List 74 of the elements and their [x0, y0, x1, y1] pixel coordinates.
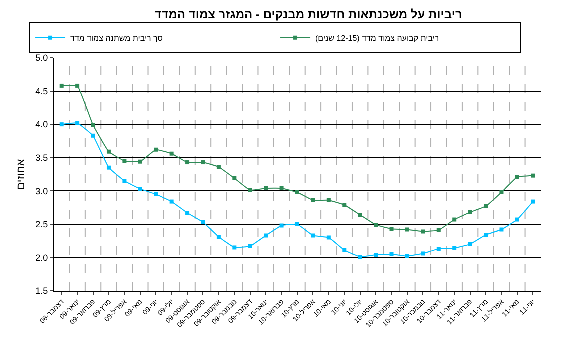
point — [76, 84, 80, 88]
point — [500, 228, 504, 232]
point — [170, 152, 174, 156]
chart-title: ריביות על משכנתאות חדשות מבנקים - המגזר צמוד המדד — [154, 8, 462, 22]
y-tick-label: 5.0 — [36, 53, 48, 64]
point — [531, 174, 536, 178]
point — [138, 160, 142, 164]
point — [232, 176, 237, 180]
point — [436, 247, 441, 252]
point — [342, 248, 347, 252]
point — [468, 242, 472, 246]
point — [170, 200, 174, 204]
point — [326, 236, 331, 240]
point — [452, 218, 457, 222]
legend-label: ריבית קבועה צמוד מדד (12-15 שנים) — [316, 34, 440, 43]
point — [154, 192, 158, 196]
point — [264, 234, 268, 238]
point — [76, 121, 80, 126]
y-tick-label: 2.0 — [36, 252, 48, 263]
point — [421, 230, 426, 234]
point — [405, 254, 410, 258]
point — [138, 187, 142, 192]
y-tick-label: 4.5 — [36, 86, 48, 96]
point — [311, 234, 316, 238]
point — [186, 160, 190, 165]
point — [122, 179, 127, 184]
point — [390, 252, 394, 256]
point — [452, 246, 457, 250]
point — [106, 166, 111, 170]
point — [500, 190, 504, 194]
y-axis-title: אחוזים — [15, 159, 28, 190]
point — [280, 186, 284, 190]
point — [91, 123, 96, 128]
point — [60, 84, 64, 88]
point — [436, 228, 441, 232]
point — [515, 218, 520, 222]
point — [342, 203, 347, 208]
y-tick-label: 2.5 — [36, 220, 48, 230]
point — [484, 204, 488, 208]
point — [421, 252, 426, 256]
point — [296, 222, 300, 226]
y-tick-label: 1.5 — [36, 286, 48, 296]
point — [390, 227, 394, 232]
point — [405, 228, 410, 232]
y-tick-label: 3.5 — [36, 153, 48, 164]
point — [201, 220, 206, 224]
point — [216, 235, 221, 240]
point — [311, 198, 316, 202]
point — [248, 244, 252, 248]
point — [296, 190, 300, 194]
point — [374, 253, 378, 258]
point — [186, 211, 190, 216]
point — [374, 223, 378, 228]
point — [122, 159, 127, 164]
y-tick-label: 4.0 — [36, 120, 48, 130]
point — [216, 165, 221, 170]
point — [201, 160, 206, 165]
point — [264, 186, 268, 190]
point — [326, 198, 331, 202]
y-tick-label: 3.0 — [36, 186, 48, 196]
point — [91, 134, 96, 138]
point — [358, 213, 362, 218]
point — [531, 200, 536, 204]
point — [515, 175, 520, 180]
point — [154, 148, 158, 152]
legend-label: סך ריבית משתנה צמוד מדד — [70, 34, 163, 43]
point — [106, 150, 111, 154]
point — [484, 233, 488, 238]
point — [280, 224, 284, 228]
point — [232, 246, 237, 250]
point — [468, 210, 472, 214]
point — [358, 255, 362, 260]
point — [248, 188, 252, 192]
point — [60, 122, 64, 127]
